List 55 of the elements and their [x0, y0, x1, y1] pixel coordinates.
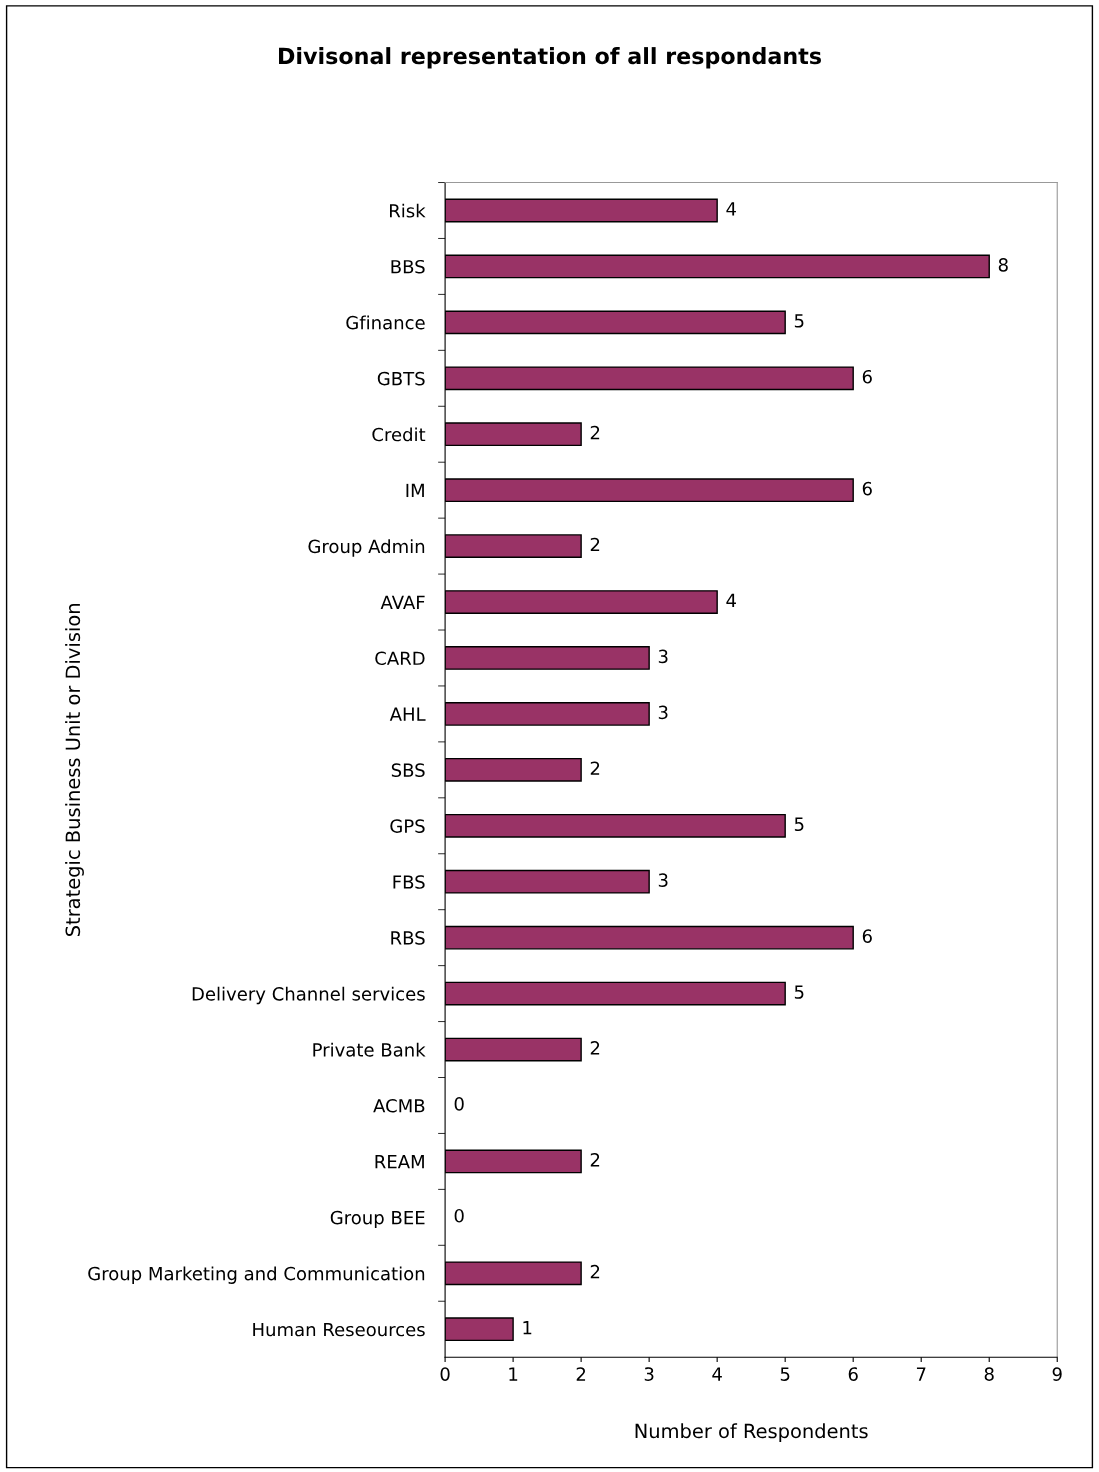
x-axis-title: Number of Respondents [635, 1423, 868, 1443]
y-tick-label: Gfinance [346, 315, 425, 330]
data-label: 2 [590, 537, 600, 552]
y-axis-title: Strategic Business Unit or Division [65, 604, 84, 937]
y-tick-label: RBS [391, 931, 425, 945]
y-tick-label: Human Reseources [253, 1322, 425, 1337]
data-label: 8 [998, 258, 1008, 272]
y-tick-label: Risk [390, 203, 426, 218]
data-label: 4 [726, 202, 736, 216]
x-tick-label: 9 [1052, 1367, 1062, 1381]
data-label: 4 [726, 593, 736, 608]
data-label: 3 [658, 649, 668, 664]
data-label: 1 [523, 1321, 532, 1335]
chart-title: Divisonal representation of all respondants [279, 47, 821, 69]
y-tick-label: SBS [391, 763, 425, 777]
x-tick-label: 7 [916, 1367, 926, 1381]
data-label: 6 [862, 929, 872, 943]
y-tick-label: Group Admin [308, 539, 425, 557]
y-tick-label: AHL [389, 707, 426, 721]
y-tick-label: CARD [375, 651, 425, 666]
y-tick-label: BBS [391, 259, 425, 274]
x-tick-label: 8 [984, 1367, 994, 1381]
data-label: 3 [658, 873, 668, 887]
data-label: 2 [590, 1041, 600, 1055]
data-label: 2 [590, 1152, 600, 1167]
x-tick-label: 1 [509, 1367, 518, 1381]
data-label: 6 [862, 481, 872, 496]
y-tick-label: REAM [375, 1155, 424, 1169]
y-tick-label: FBS [393, 875, 425, 889]
y-tick-label: ACMB [373, 1098, 425, 1113]
y-tick-label: IM [406, 483, 424, 498]
data-label: 6 [862, 369, 872, 384]
data-label: 2 [590, 425, 600, 440]
y-tick-label: GBTS [377, 371, 425, 386]
y-tick-label: Credit [372, 427, 426, 442]
y-tick-label: Group BEE [330, 1210, 425, 1228]
x-tick-label: 3 [644, 1367, 654, 1381]
data-label: 2 [590, 1264, 600, 1279]
data-label: 2 [590, 761, 600, 775]
data-label: 3 [658, 705, 668, 720]
data-label: 0 [454, 1208, 464, 1223]
x-tick-label: 6 [848, 1367, 858, 1381]
x-tick-label: 4 [712, 1367, 722, 1381]
data-label: 0 [454, 1097, 464, 1111]
y-tick-label: GPS [390, 819, 425, 833]
x-tick-label: 5 [780, 1367, 790, 1381]
y-tick-label: Group Marketing and Communication [88, 1266, 425, 1284]
data-label: 5 [794, 985, 804, 999]
data-label: 5 [794, 314, 804, 328]
y-tick-label: Delivery Channel services [192, 986, 425, 1005]
data-label: 5 [794, 817, 804, 832]
x-tick-label: 0 [440, 1367, 450, 1381]
y-tick-label: Private Bank [313, 1042, 426, 1057]
y-tick-label: AVAF [380, 595, 425, 609]
x-tick-label: 2 [576, 1367, 586, 1381]
